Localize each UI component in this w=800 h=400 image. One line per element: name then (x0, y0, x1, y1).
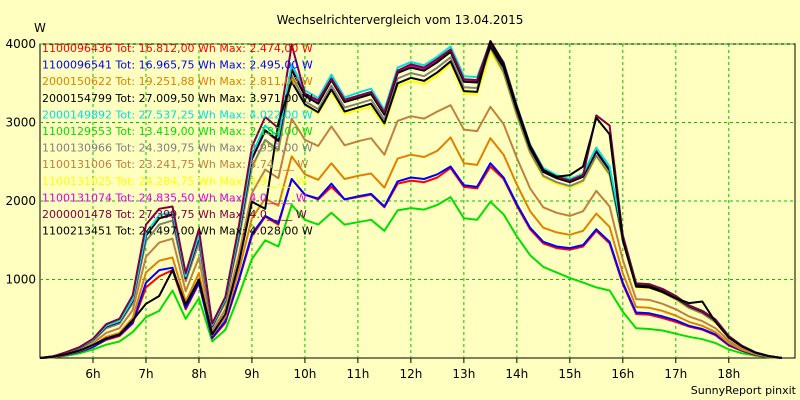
legend-entry-5: 2000149892 Tot: 27.537,25 Wh Max: 4.022,… (42, 108, 313, 121)
legend-entry-9: 1100131025 Tot: 24.284,75 Wh Max: 3.9__,… (42, 175, 307, 188)
y-axis-unit: W (34, 21, 46, 35)
footer-credit: SunnyReport pinxit (691, 384, 797, 397)
series-line-4 (39, 45, 782, 359)
y-tick-label: 3000 (5, 116, 36, 130)
series-line-2 (39, 162, 782, 359)
x-tick-label: 9h (244, 367, 259, 381)
x-tick-label: 10h (293, 367, 316, 381)
x-tick-label: 13h (452, 367, 475, 381)
x-tick-label: 17h (664, 367, 687, 381)
y-tick-label: 1000 (5, 273, 36, 287)
legend-entry-6: 1100129553 Tot: 13.419,00 Wh Max: 2.182,… (42, 125, 313, 138)
legend-entry-8: 1100131006 Tot: 23.241,75 Wh Max: 3.74_,… (42, 158, 308, 171)
legend-entry-7: 1100130966 Tot: 24.309,75 Wh Max: 3.955,… (42, 142, 313, 155)
x-tick-label: 14h (505, 367, 528, 381)
legend-entry-2: 1100096541 Tot: 16.965,75 Wh Max: 2.495,… (42, 59, 313, 72)
series-line-8 (39, 104, 782, 359)
legend-entry-12: 1100213451 Tot: 24.497,00 Wh Max: 4.028,… (42, 225, 313, 238)
series-lines (39, 39, 782, 359)
legend: 1100096436 Tot: 16.812,00 Wh Max: 2.474,… (42, 42, 313, 238)
y-tick-label: 4000 (5, 37, 36, 51)
series-line-12 (39, 40, 782, 359)
series-line-3 (39, 136, 782, 359)
series-line-6 (39, 196, 782, 359)
x-tick-label: 18h (717, 367, 740, 381)
axis-labels: 1000 2000 3000 4000 6h 7h 8h 9h 10h 11h 12h 13h 14h 1… (5, 37, 740, 381)
legend-entry-4: 2000154799 Tot: 27.009,50 Wh Max: 3.971,… (42, 92, 313, 105)
x-tick-label: 11h (346, 367, 369, 381)
legend-entry-3: 2000150622 Tot: 19.251,88 Wh Max: 2.811,… (42, 75, 313, 88)
legend-entry-10: 1100131074 Tot: 24.835,50 Wh Max: 4.0__,… (42, 191, 307, 204)
y-tick-label: 2000 (5, 194, 36, 208)
x-tick-label: 6h (85, 367, 100, 381)
chart-title: Wechselrichtervergleich vom 13.04.2015 (277, 13, 524, 27)
legend-entry-1: 1100096436 Tot: 16.812,00 Wh Max: 2.474,… (42, 42, 313, 55)
series-line-1 (39, 165, 782, 359)
x-tick-label: 16h (611, 367, 634, 381)
series-line-11 (39, 39, 782, 359)
x-tick-label: 15h (558, 367, 581, 381)
x-tick-label: 12h (399, 367, 422, 381)
legend-entry-11: 2000001478 Tot: 27.399,75 Wh Max: 4.0__,… (42, 208, 307, 221)
x-tick-label: 8h (191, 367, 206, 381)
x-tick-label: 7h (138, 367, 153, 381)
